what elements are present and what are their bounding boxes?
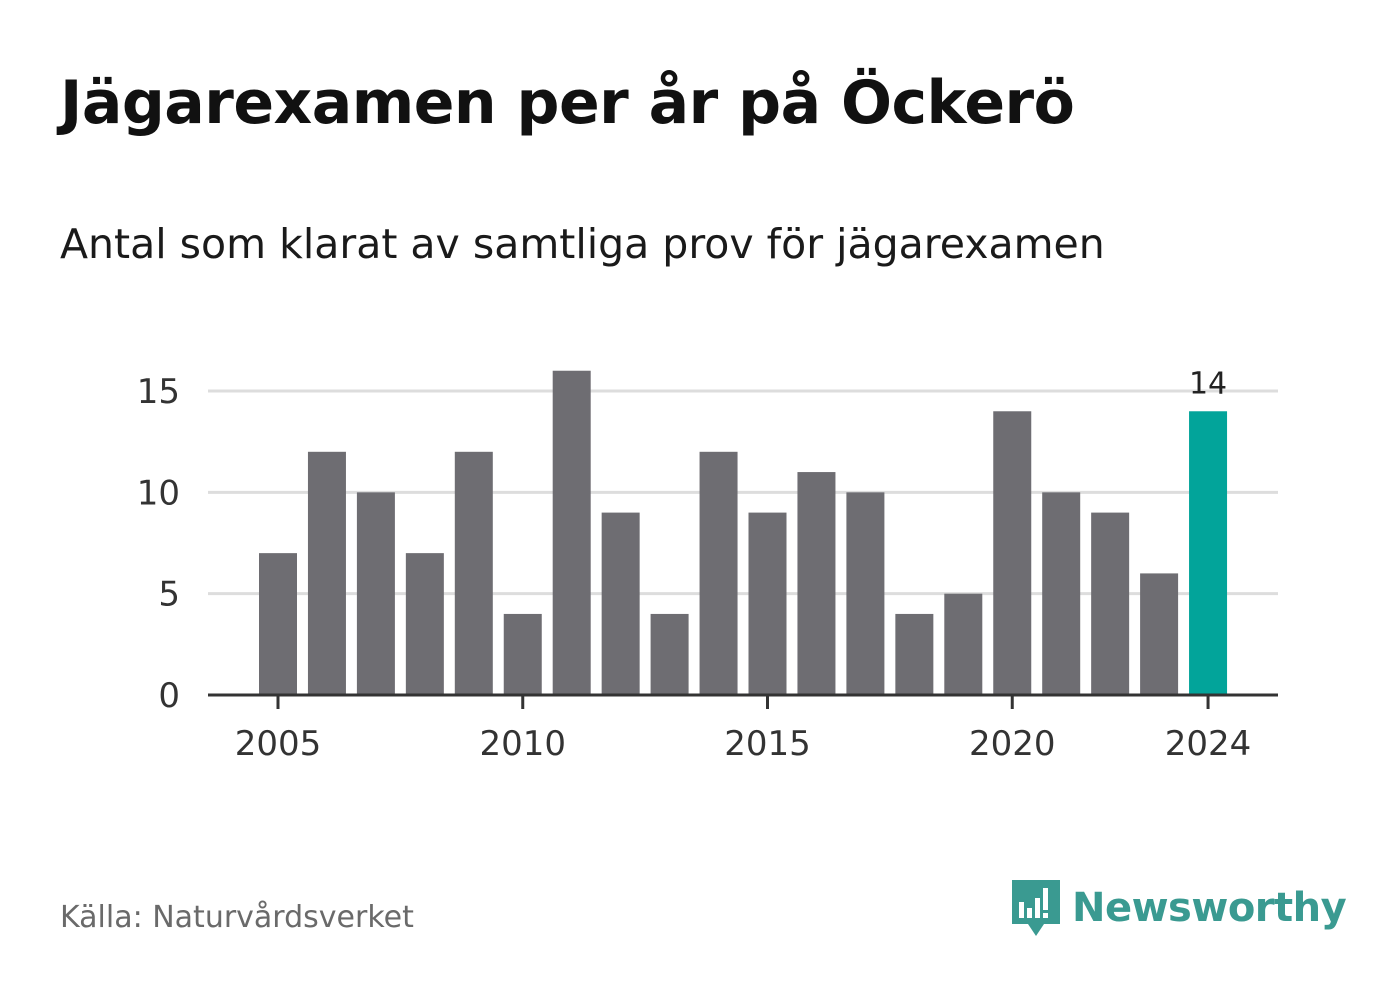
bar	[356, 492, 395, 695]
bar	[748, 512, 787, 695]
bar	[1091, 512, 1130, 695]
bar	[699, 451, 738, 695]
bar	[259, 553, 297, 695]
x-tick-label: 2005	[235, 724, 322, 764]
logo-wordmark: Newsworthy	[1072, 885, 1347, 931]
axes	[208, 693, 1278, 709]
bars	[259, 370, 1228, 695]
bar-chart-chat-bubble-icon	[1012, 880, 1060, 936]
newsworthy-logo: Newsworthy	[1010, 878, 1347, 938]
bar	[307, 451, 346, 695]
bar	[454, 451, 493, 695]
chart-subtitle: Antal som klarat av samtliga prov för jä…	[60, 220, 1105, 268]
bar	[797, 472, 836, 695]
x-tick-label: 2020	[969, 724, 1056, 764]
bar-highlight	[1189, 411, 1228, 695]
bar	[650, 613, 689, 695]
bar	[552, 370, 591, 695]
y-tick-label: 5	[158, 575, 180, 615]
y-tick-label: 10	[137, 473, 180, 513]
data-label: 14	[1189, 366, 1227, 401]
source-note: Källa: Naturvårdsverket	[60, 900, 414, 935]
x-tick-label: 2024	[1165, 724, 1252, 764]
bar	[846, 492, 885, 695]
y-tick-label: 15	[137, 372, 180, 412]
x-tick-label: 2010	[479, 724, 566, 764]
chart-title: Jägarexamen per år på Öckerö	[60, 68, 1075, 138]
labels: 0 5 10 15 2005 2010 2015 2020 2024 14	[137, 366, 1252, 764]
bar	[1042, 492, 1081, 695]
x-tick-label: 2015	[724, 724, 811, 764]
bar	[503, 613, 542, 695]
bar	[405, 553, 444, 695]
bar	[944, 593, 983, 695]
y-tick-label: 0	[158, 676, 180, 716]
bar	[601, 512, 640, 695]
bar	[1140, 573, 1179, 695]
bar	[895, 613, 934, 695]
bar	[993, 411, 1032, 695]
